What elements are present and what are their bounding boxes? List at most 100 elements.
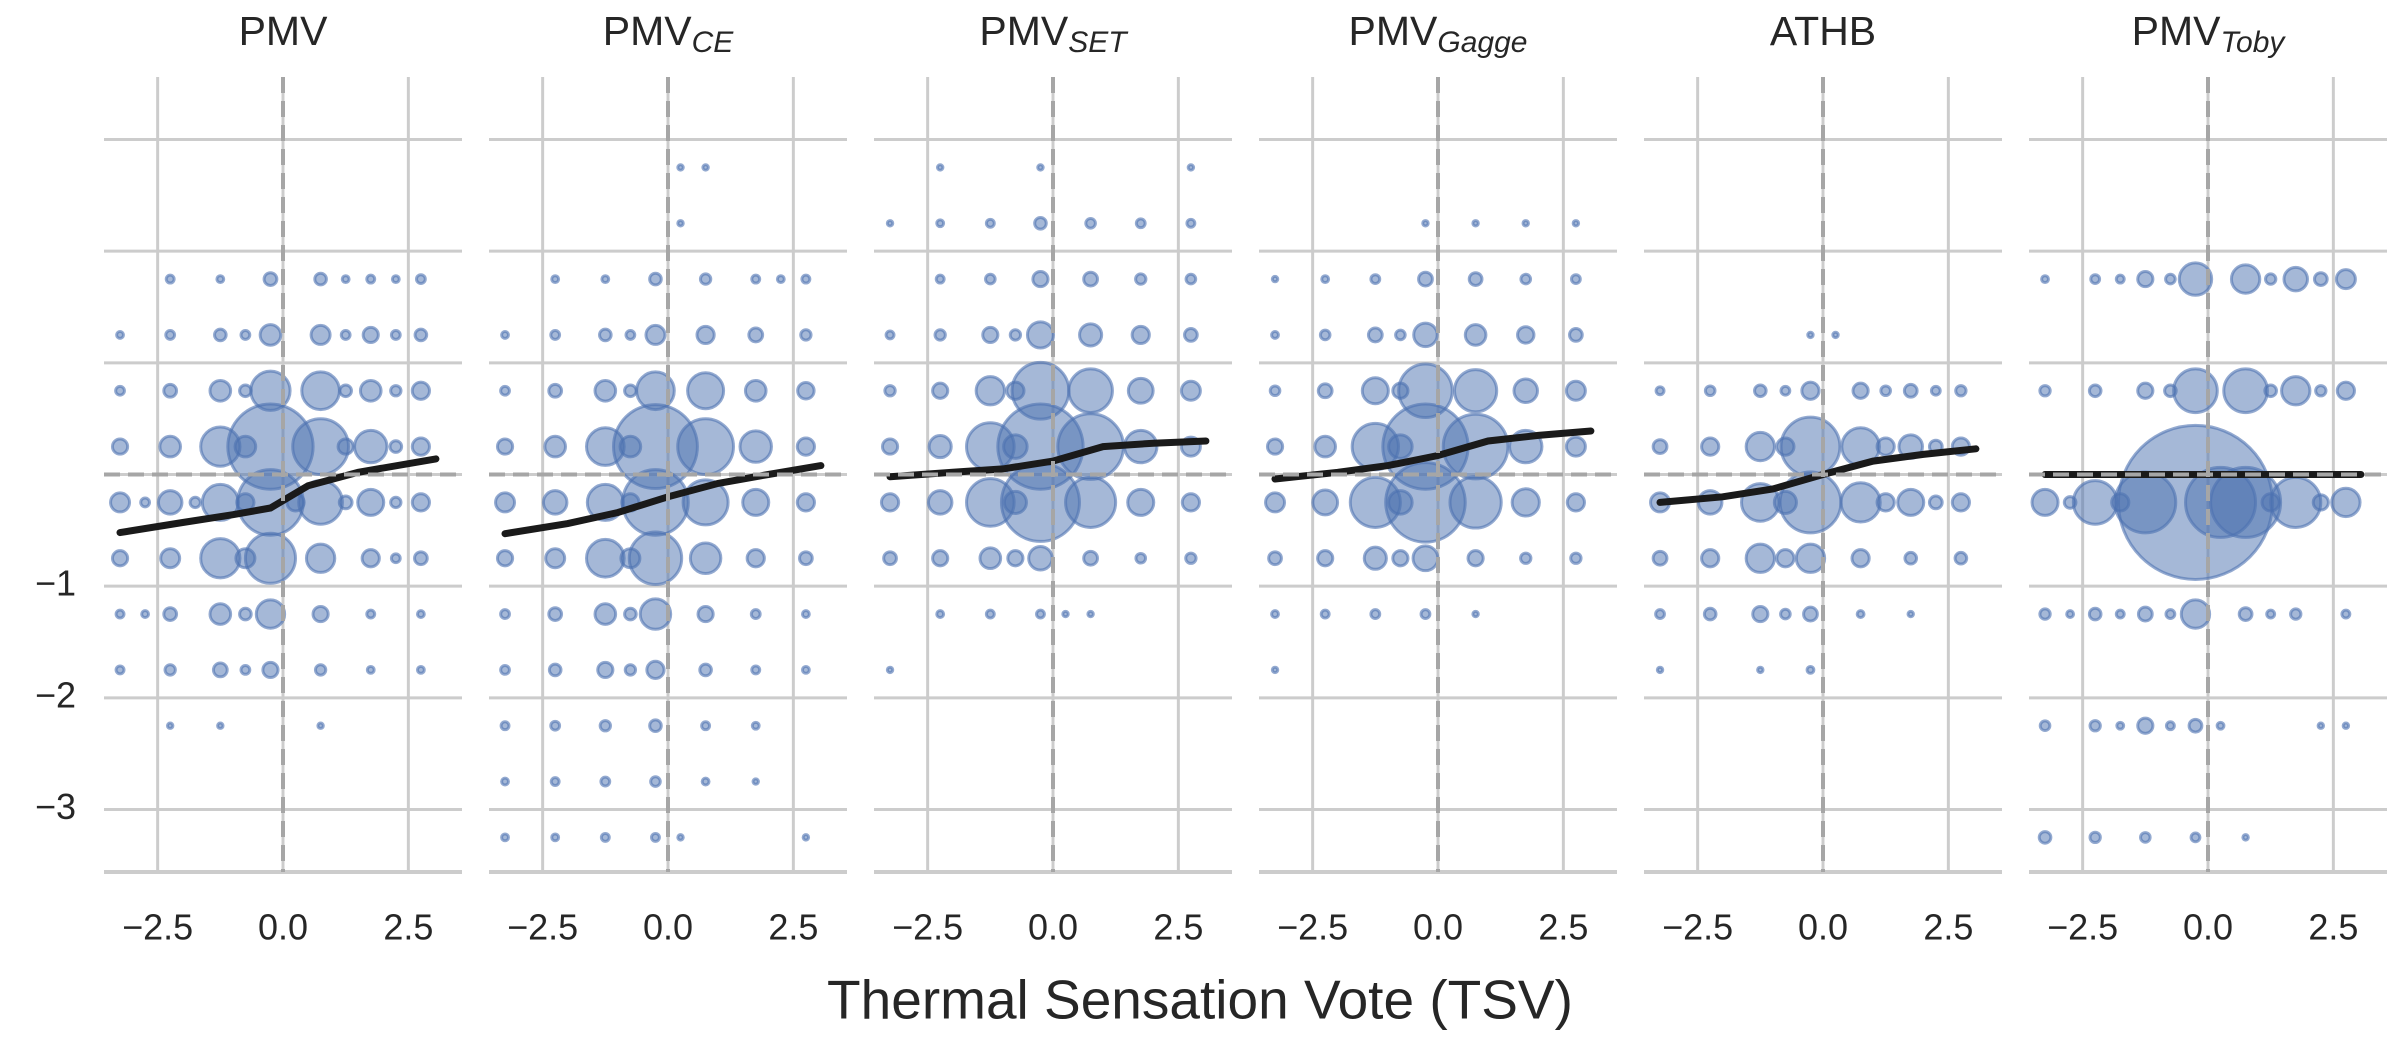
x-tick-label: 2.5 xyxy=(383,907,433,948)
bubble xyxy=(1950,492,1971,513)
bubble xyxy=(313,663,328,677)
bubble xyxy=(688,541,723,575)
bubble xyxy=(415,664,426,675)
bubble xyxy=(648,718,663,734)
bubble xyxy=(2263,383,2278,399)
bubble xyxy=(1180,492,1201,513)
bubble xyxy=(388,439,404,454)
bubble xyxy=(316,721,325,730)
bubble xyxy=(243,531,298,585)
bubble xyxy=(549,776,561,788)
title-text: PMV xyxy=(239,8,329,54)
x-tick-label: 0.0 xyxy=(2183,907,2233,948)
bubble xyxy=(1184,551,1198,565)
bubble xyxy=(584,537,626,579)
title-text: PMV xyxy=(1349,8,1439,54)
bubble xyxy=(2289,607,2303,621)
bubble xyxy=(596,660,615,679)
bubble xyxy=(1264,491,1287,514)
bubble xyxy=(2311,493,2330,512)
bubble xyxy=(549,719,562,732)
bubble xyxy=(1319,608,1331,620)
bubble xyxy=(340,274,351,285)
bubble xyxy=(262,271,279,287)
bubble xyxy=(215,274,226,285)
bubble xyxy=(882,550,898,567)
bubble xyxy=(1903,550,1919,566)
bubble xyxy=(413,327,429,343)
bubble xyxy=(2139,831,2152,844)
bubble xyxy=(1875,492,1896,513)
bubble xyxy=(2341,721,2351,730)
bubble xyxy=(933,328,947,342)
bubble xyxy=(311,604,330,624)
bubble xyxy=(1311,488,1340,517)
y-tick-label: −2 xyxy=(35,674,76,715)
bubble xyxy=(676,163,685,172)
panel-title: PMVSET xyxy=(979,8,1129,59)
bubble xyxy=(885,219,895,228)
bubble xyxy=(1850,548,1871,569)
bubble xyxy=(213,327,228,343)
bubble xyxy=(1927,494,1944,511)
bubble xyxy=(254,598,287,630)
bubble xyxy=(1086,609,1095,619)
bubble xyxy=(1025,320,1055,350)
bubble xyxy=(623,606,638,622)
bubble xyxy=(2087,383,2103,399)
bubble xyxy=(2114,608,2126,620)
x-tick-label: 2.5 xyxy=(1153,907,1203,948)
title-text: ATHB xyxy=(1770,8,1876,54)
bubble xyxy=(238,606,253,622)
bubble xyxy=(1779,384,1792,397)
bubble xyxy=(1126,376,1155,405)
panel: PMVGagge −2.5 0.0 2.5 xyxy=(1259,8,1617,948)
bubble xyxy=(1753,383,1768,399)
bubble xyxy=(1313,434,1337,459)
bubble xyxy=(696,604,715,624)
bubble xyxy=(1516,325,1536,345)
bubble xyxy=(1953,550,1969,566)
bubble xyxy=(2038,607,2052,621)
bubble xyxy=(1411,544,1440,573)
bubble xyxy=(1564,379,1587,402)
bubble xyxy=(2030,487,2060,517)
bubble xyxy=(2330,486,2362,519)
y-tick-label: −1 xyxy=(35,563,76,604)
bubble xyxy=(623,383,638,399)
bubble xyxy=(500,832,510,843)
bubble xyxy=(1067,367,1114,415)
bubble xyxy=(114,608,126,620)
bubble xyxy=(1565,492,1586,513)
panel: PMV −3 −2 −1 −2.5 0.0 2.5 xyxy=(35,8,462,948)
bubble xyxy=(1419,608,1432,620)
bubble xyxy=(1082,270,1099,288)
bubble xyxy=(1794,542,1827,574)
bubble xyxy=(1033,215,1048,231)
bubble xyxy=(1756,665,1765,675)
bubble xyxy=(163,663,177,677)
bubble xyxy=(1036,163,1045,172)
bubble xyxy=(1954,384,1968,398)
x-tick-label: 0.0 xyxy=(1413,907,1463,948)
bubble xyxy=(1008,328,1023,342)
bubble xyxy=(156,489,184,516)
bubble xyxy=(741,487,771,517)
bubble xyxy=(698,272,713,286)
bubble xyxy=(495,549,515,568)
panel-title: PMVToby xyxy=(2132,8,2287,59)
bubble xyxy=(1466,549,1485,568)
bubble xyxy=(885,665,895,675)
bubble xyxy=(188,495,202,510)
bubble xyxy=(1362,545,1388,571)
bubble xyxy=(649,775,662,788)
bubble xyxy=(593,378,618,403)
bubble xyxy=(547,662,563,678)
bubble xyxy=(1267,550,1283,567)
bubble xyxy=(935,163,945,172)
bubble xyxy=(361,325,380,345)
bubble xyxy=(676,833,685,842)
bubble xyxy=(598,327,613,343)
bubble xyxy=(1186,163,1196,172)
